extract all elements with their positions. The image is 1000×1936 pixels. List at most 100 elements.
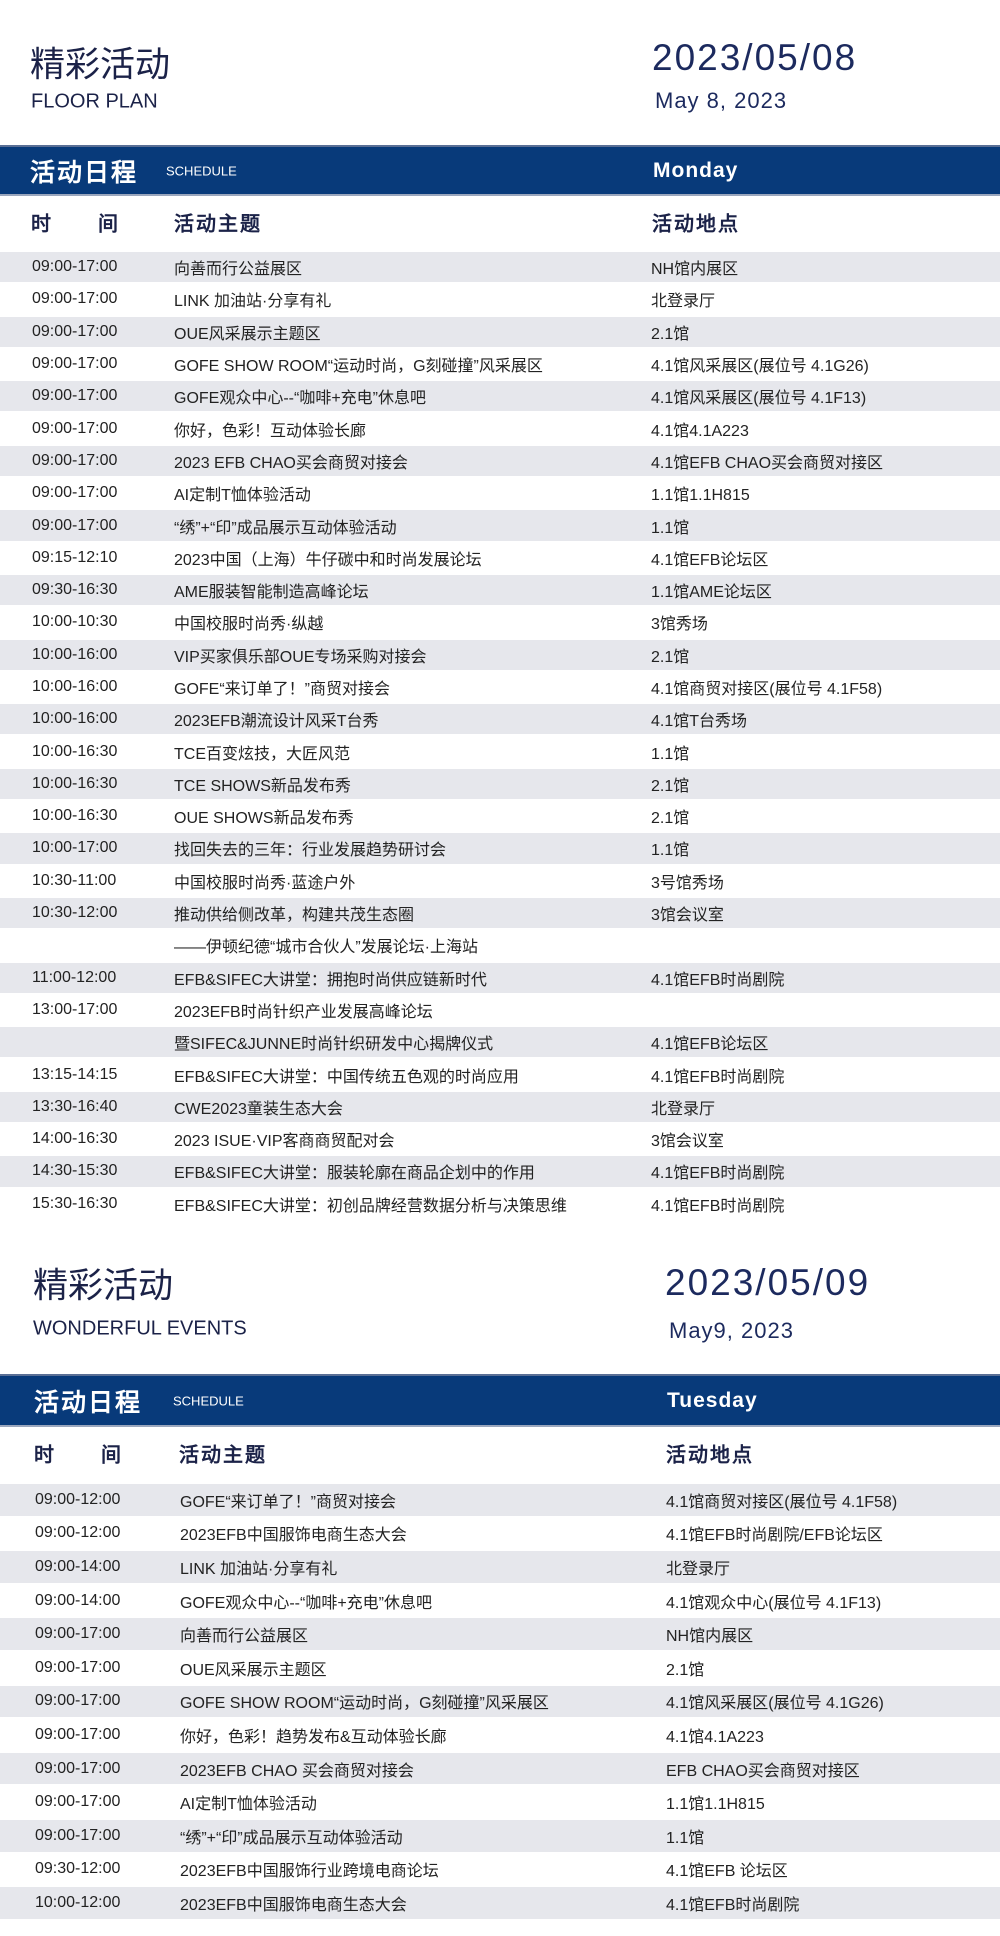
cell-topic: TCE SHOWS新品发布秀 <box>174 777 351 795</box>
cell-topic: 2023EFB潮流设计风采T台秀 <box>174 713 379 731</box>
table-row: 09:00-17:00 2023EFB CHAO 买会商贸对接会 EFB CHAO买… <box>0 1751 1000 1786</box>
cell-location: 4.1馆EFB论坛区 <box>651 1036 769 1054</box>
cell-location: 4.1馆EFB CHAO买会商贸对接区 <box>651 454 884 472</box>
date-2: 2023/05/09 <box>665 1262 871 1303</box>
table-row: 09:00-17:00 OUE风采展示主题区 2.1馆 <box>0 1651 1000 1685</box>
cell-time: 09:15-12:10 <box>32 548 118 566</box>
cell-location: 4.1馆风采展区(展位号 4.1G26) <box>666 1695 884 1713</box>
schedule-subtitle-2: SCHEDULE <box>173 1393 244 1408</box>
schedule-subtitle: SCHEDULE <box>166 163 237 178</box>
cell-location: 北登录厅 <box>651 1100 716 1118</box>
cell-location: 2.1馆 <box>651 648 690 666</box>
cell-location: 4.1馆EFB 论坛区 <box>666 1863 788 1881</box>
cell-location: NH馆内展区 <box>666 1628 754 1646</box>
cell-time: 09:30-12:00 <box>35 1860 121 1878</box>
cell-time: 09:00-17:00 <box>32 355 118 373</box>
cell-time: 10:00-16:00 <box>32 645 118 663</box>
cell-location: 北登录厅 <box>651 293 716 311</box>
schedule-title-2: 活动日程 <box>34 1388 143 1417</box>
table-row: 09:00-14:00 GOFE观众中心--“咖啡+充电”休息吧 4.1馆观众中心(… <box>0 1584 1000 1618</box>
cell-topic: 2023 EFB CHAO买会商贸对接会 <box>174 454 408 472</box>
table-row: 09:30-12:00 2023EFB中国服饰行业跨境电商论坛 4.1馆EFB 论坛… <box>0 1853 1000 1887</box>
table-row: 10:00-16:00 GOFE“来订单了！”商贸对接会 4.1馆商贸对接区(展位号… <box>0 671 1000 703</box>
cell-topic: GOFE“来订单了！”商贸对接会 <box>174 681 390 698</box>
table-row: 09:00-12:00 2023EFB中国服饰电商生态大会 4.1馆EFB时尚剧院/… <box>0 1517 1000 1551</box>
cell-time: 09:30-16:30 <box>32 581 118 599</box>
table-row: 09:00-17:00 “绣”+“印”成品展示互动体验活动 1.1馆 <box>0 1818 1000 1853</box>
cell-time: 09:00-14:00 <box>35 1557 121 1575</box>
table-row: 09:00-12:00 GOFE“来订单了！”商贸对接会 4.1馆商贸对接区(展位号… <box>0 1483 1000 1517</box>
schedule-title: 活动日程 <box>30 158 139 187</box>
table-row: ——伊顿纪德“城市合伙人”发展论坛·上海站 <box>0 929 1000 961</box>
cell-location: 4.1馆风采展区(展位号 4.1G26) <box>651 358 869 376</box>
cell-time: 10:00-17:00 <box>32 839 118 857</box>
cell-topic: 2023EFB中国服饰电商生态大会 <box>180 1896 407 1914</box>
table-row: 10:00-16:30 TCE SHOWS新品发布秀 2.1馆 <box>0 767 1000 801</box>
cell-location: 2.1馆 <box>651 777 690 795</box>
cell-topic: OUE SHOWS新品发布秀 <box>174 810 354 828</box>
cell-location: 4.1馆4.1A223 <box>666 1728 764 1746</box>
table-row: 10:00-16:30 OUE SHOWS新品发布秀 2.1馆 <box>0 800 1000 832</box>
cell-location: 4.1馆EFB时尚剧院 <box>666 1896 800 1914</box>
cell-topic: 中国校服时尚秀·纵越 <box>174 616 324 634</box>
cell-topic: 推动供给侧改革，构建共茂生态圈 <box>174 907 415 925</box>
cell-topic: 2023 ISUE·VIP客商商贸配对会 <box>174 1133 395 1151</box>
table-row: 09:00-14:00 LINK 加油站·分享有礼 北登录厅 <box>0 1550 1000 1584</box>
table-row: 09:00-17:00 GOFE SHOW ROOM“运动时尚，G刻碰撞”风采展区… <box>0 348 1000 380</box>
table-row: 09:00-17:00 2023 EFB CHAO买会商贸对接会 4.1馆EFB C… <box>0 444 1000 478</box>
column-header-time-a-2: 时 <box>34 1444 56 1467</box>
weekday-2: Tuesday <box>667 1388 758 1412</box>
cell-topic: CWE2023童装生态大会 <box>174 1100 343 1118</box>
cell-location: 4.1馆EFB时尚剧院 <box>651 1165 785 1183</box>
table-row: 09:00-17:00 LINK 加油站·分享有礼 北登录厅 <box>0 283 1000 315</box>
cell-time: 09:00-17:00 <box>32 451 118 469</box>
cell-time: 10:00-12:00 <box>35 1893 121 1911</box>
cell-time: 10:30-12:00 <box>32 904 118 922</box>
cell-topic: “绣”+“印”成品展示互动体验活动 <box>180 1829 403 1847</box>
cell-time: 09:00-17:00 <box>35 1625 121 1643</box>
cell-topic: “绣”+“印”成品展示互动体验活动 <box>174 519 397 537</box>
cell-time: 14:30-15:30 <box>32 1162 118 1180</box>
cell-topic: EFB&SIFEC大讲堂：拥抱时尚供应链新时代 <box>174 971 487 989</box>
cell-time: 10:00-16:30 <box>32 774 118 792</box>
cell-time: 10:00-16:30 <box>32 742 118 760</box>
column-header-time-b-2: 间 <box>101 1444 123 1467</box>
cell-topic: LINK 加油站·分享有礼 <box>174 293 332 311</box>
cell-location: 1.1馆 <box>666 1829 705 1847</box>
cell-topic: EFB&SIFEC大讲堂：服装轮廓在商品企划中的作用 <box>174 1165 535 1183</box>
cell-location: 4.1馆商贸对接区(展位号 4.1F58) <box>651 681 883 698</box>
cell-location: 4.1馆T台秀场 <box>651 713 748 731</box>
cell-location: 4.1馆EFB时尚剧院 <box>651 1068 785 1086</box>
cell-topic: GOFE SHOW ROOM“运动时尚，G刻碰撞”风采展区 <box>174 358 543 376</box>
table-row: 09:15-12:10 2023中国（上海）牛仔碳中和时尚发展论坛 4.1馆EFB论… <box>0 542 1000 574</box>
cell-topic: 2023EFB CHAO 买会商贸对接会 <box>180 1762 414 1780</box>
table-row: 10:30-12:00 推动供给侧改革，构建共茂生态圈 3馆会议室 <box>0 896 1000 930</box>
cell-location: 3号馆秀场 <box>651 874 724 892</box>
cell-location: 4.1馆EFB时尚剧院/EFB论坛区 <box>666 1527 883 1545</box>
table-row: 09:00-17:00 GOFE SHOW ROOM“运动时尚，G刻碰撞”风采展区… <box>0 1684 1000 1719</box>
cell-topic: 暨SIFEC&JUNNE时尚针织研发中心揭牌仪式 <box>174 1036 494 1054</box>
cell-time: 09:00-17:00 <box>32 290 118 308</box>
cell-topic: GOFE观众中心--“咖啡+充电”休息吧 <box>180 1594 432 1612</box>
table-row: 09:00-17:00 GOFE观众中心--“咖啡+充电”休息吧 4.1馆风采展区(… <box>0 380 1000 413</box>
cell-topic: ——伊顿纪德“城市合伙人”发展论坛·上海站 <box>174 939 478 957</box>
cell-time: 09:00-12:00 <box>35 1490 121 1508</box>
cell-location: 1.1馆AME论坛区 <box>651 584 772 602</box>
schedule-band-2: 活动日程 SCHEDULE Tuesday <box>0 1374 1000 1427</box>
cell-location: 3馆会议室 <box>651 907 724 925</box>
cell-topic: 你好，色彩！互动体验长廊 <box>174 422 367 440</box>
cell-time: 10:00-16:00 <box>32 678 118 695</box>
page-subtitle-2: WONDERFUL EVENTS <box>33 1317 247 1340</box>
cell-location: 3馆会议室 <box>651 1133 724 1151</box>
cell-time: 09:00-12:00 <box>35 1524 121 1542</box>
cell-topic: OUE风采展示主题区 <box>174 325 321 343</box>
cell-time: 09:00-17:00 <box>35 1692 121 1710</box>
cell-location: 4.1馆EFB时尚剧院 <box>651 971 785 989</box>
table-row: 13:00-17:00 2023EFB时尚针织产业发展高峰论坛 <box>0 994 1000 1026</box>
schedule-table: 09:00-17:00 向善而行公益展区 NH馆内展区 09:00-17:00 LINK… <box>0 251 1000 1220</box>
cell-time: 09:00-17:00 <box>32 258 118 276</box>
cell-location: 北登录厅 <box>666 1560 731 1578</box>
schedule-table-2: 09:00-12:00 GOFE“来订单了！”商贸对接会 4.1馆商贸对接区(展位号… <box>0 1483 1000 1920</box>
cell-time: 09:00-17:00 <box>32 387 118 405</box>
cell-time: 15:30-16:30 <box>32 1194 118 1212</box>
